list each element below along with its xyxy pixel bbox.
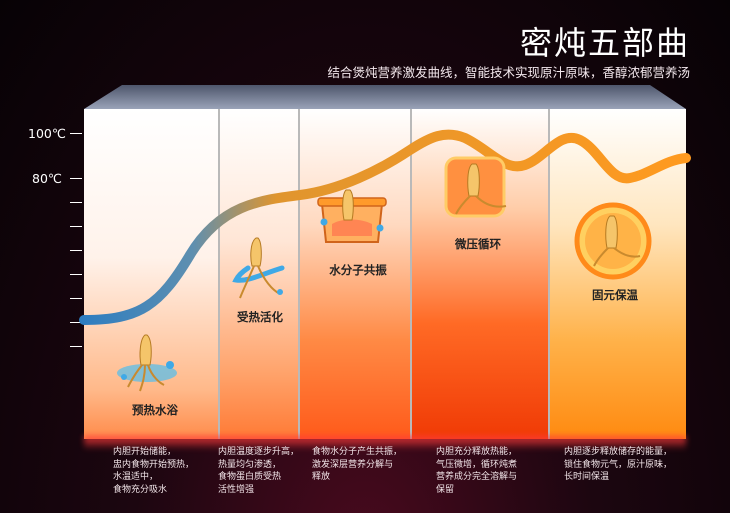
y-tick [70,178,82,179]
pot-resonance-icon [317,189,387,243]
y-tick [70,226,82,227]
ginseng-heating-icon [232,237,285,299]
stage-divider [298,109,300,439]
page-title: 密炖五部曲 [519,24,690,62]
stage-desc-5: 内胆逐步释放储存的能量， 锁住食物元气，原汁原味， 长时间保温 [564,447,673,482]
stage-label-5: 固元保温 [592,288,638,302]
y-tick [70,133,82,134]
stage-desc-3: 食物水分子产生共振， 激发深层营养分解与 释放 [312,447,403,482]
stage-divider [218,109,220,439]
board-glow [84,436,686,450]
board-top-face [84,85,686,109]
stage-desc-1: 内胆开始储能， 盅内食物开始预热， 水温适中， 食物充分吸水 [113,447,195,495]
stage-label-3: 水分子共振 [329,263,387,277]
stage-label-2: 受热活化 [237,310,283,324]
stage-desc-2: 内胆温度逐步升高， 热量均匀渗透， 食物蛋白质受热 活性增强 [218,447,300,495]
stage-bg-1 [84,109,218,439]
stage-label-4: 微压循环 [455,237,501,251]
y-tick [70,346,82,347]
stage-divider [410,109,412,439]
y-tick [70,322,82,323]
y-tick [70,250,82,251]
pressure-cycle-icon [444,156,507,218]
stage-divider [548,109,550,439]
ginseng-bath-icon [117,334,177,392]
page-subtitle: 结合煲炖营养激发曲线，智能技术实现原汁原味，香醇浓郁营养汤 [327,65,690,80]
stage-desc-4: 内胆充分释放热能， 气压微增，循环炖煮 营养成分完全溶解与 保留 [436,447,518,495]
warm-keep-icon [574,202,652,280]
stage-label-1: 预热水浴 [132,403,178,417]
y-label-80: 80℃ [32,171,62,186]
y-tick [70,202,82,203]
y-tick [70,274,82,275]
y-label-100: 100℃ [28,126,66,141]
y-tick [70,298,82,299]
